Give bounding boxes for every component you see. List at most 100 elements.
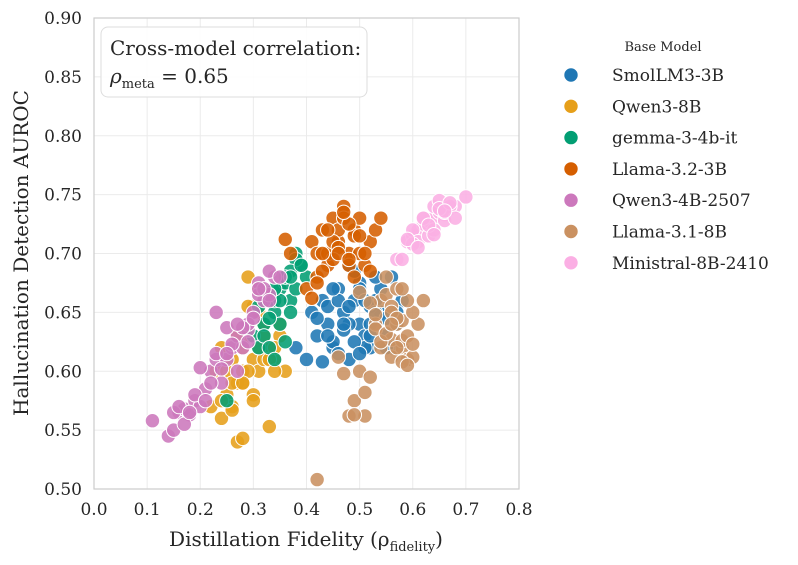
point-qwen3-4b-2507 [245, 310, 262, 326]
legend-marker-qwen3-8b [563, 98, 579, 115]
x-axis-label: Distillation Fidelity (ρfidelity) [169, 527, 443, 555]
point-qwen3-4b-2507 [229, 316, 246, 332]
point-qwen3-8b [213, 410, 230, 427]
point-llama-3-1-8b [309, 471, 325, 488]
y-tick-label: 0.65 [44, 303, 82, 323]
point-qwen3-4b-2507 [229, 363, 246, 379]
point-ministral-8b-2410 [394, 251, 410, 268]
point-llama-3-1-8b [389, 340, 405, 356]
point-llama-3-1-8b [346, 407, 363, 423]
point-llama-3-2-3b [320, 222, 336, 238]
y-tick-label: 0.85 [44, 68, 82, 88]
y-tick-label: 0.60 [44, 362, 82, 382]
point-llama-3-2-3b [277, 231, 293, 248]
point-gemma-3-4b-it [266, 351, 283, 368]
point-llama-3-2-3b [351, 228, 368, 244]
x-tick-labels: 0.0 0.1 0.2 0.3 0.4 0.5 0.6 0.7 0.8 [80, 500, 532, 520]
point-qwen3-4b-2507 [197, 392, 214, 409]
point-llama-3-2-3b [314, 245, 331, 262]
y-tick-label: 0.80 [44, 127, 82, 147]
point-qwen3-8b [245, 392, 262, 409]
point-smollm3-3b [314, 354, 331, 370]
x-tick-label: 0.1 [134, 500, 161, 520]
x-tick-label: 0.7 [452, 500, 479, 520]
point-llama-3-1-8b [330, 349, 347, 365]
point-qwen3-4b-2507 [203, 375, 219, 391]
point-qwen3-8b [261, 418, 278, 435]
annotation-box [100, 26, 368, 98]
y-tick-label: 0.70 [44, 245, 82, 265]
point-smollm3-3b [320, 328, 336, 344]
point-llama-3-2-3b [309, 275, 325, 291]
y-tick-label: 0.55 [44, 421, 82, 441]
legend-title: Base Model [624, 40, 701, 55]
point-llama-3-1-8b [415, 292, 432, 309]
legend-marker-qwen3-4b-2507 [563, 192, 579, 208]
annotation-line2: ρmeta = 0.65 [109, 64, 229, 92]
plot-frame [93, 17, 520, 490]
point-llama-3-1-8b [357, 384, 373, 401]
point-ministral-8b-2410 [458, 189, 474, 205]
point-gemma-3-4b-it [277, 334, 293, 350]
point-smollm3-3b [325, 281, 341, 297]
point-llama-3-1-8b [367, 307, 384, 323]
legend-marker-smollm3-3b [563, 67, 579, 83]
point-llama-3-1-8b [351, 284, 368, 301]
point-ministral-8b-2410 [436, 203, 453, 219]
point-llama-3-1-8b [335, 365, 352, 382]
legend-label-qwen3-8b: Qwen3-8B [612, 97, 701, 117]
data-points [144, 189, 474, 488]
point-llama-3-1-8b [378, 269, 394, 285]
correlation-annotation: Cross-model correlation: ρmeta = 0.65 [100, 26, 368, 98]
legend-marker-gemma-3-4b-it [563, 129, 579, 146]
point-qwen3-4b-2507 [240, 334, 256, 350]
x-axis-label-end: ) [435, 527, 443, 551]
point-gemma-3-4b-it [293, 257, 309, 273]
point-smollm3-3b [298, 351, 315, 368]
x-tick-label: 0.2 [187, 500, 214, 520]
point-llama-3-1-8b [383, 316, 400, 332]
x-axis-label-main: Distillation Fidelity (ρ [169, 527, 390, 551]
point-smollm3-3b [351, 345, 368, 362]
legend-label-qwen3-4b-2507: Qwen3-4B-2507 [612, 191, 751, 211]
legend: Base Model SmolLM3-3B Qwen3-8B gemma-3-4b-… [563, 40, 769, 274]
point-llama-3-2-3b [282, 245, 299, 262]
point-qwen3-4b-2507 [192, 360, 208, 376]
x-tick-label: 0.4 [293, 500, 320, 520]
annotation-value: = 0.65 [155, 64, 229, 88]
point-qwen3-4b-2507 [250, 281, 267, 297]
point-qwen3-4b-2507 [208, 304, 224, 321]
legend-marker-llama-3-2-3b [563, 161, 579, 177]
point-llama-3-2-3b [357, 245, 373, 262]
legend-label-gemma-3-4b-it: gemma-3-4b-it [612, 129, 738, 149]
point-qwen3-4b-2507 [213, 361, 230, 377]
y-tick-label: 0.90 [44, 9, 82, 29]
y-tick-label: 0.50 [44, 480, 82, 500]
legend-label-ministral-8b-2410: Ministral-8B-2410 [612, 254, 769, 274]
annotation-line1: Cross-model correlation: [110, 36, 361, 60]
point-llama-3-1-8b [362, 369, 378, 385]
point-llama-3-1-8b [405, 336, 421, 352]
point-qwen3-4b-2507 [144, 413, 161, 429]
point-llama-3-1-8b [394, 281, 410, 297]
point-qwen3-4b-2507 [272, 269, 288, 285]
point-gemma-3-4b-it [219, 392, 235, 409]
point-llama-3-2-3b [373, 210, 389, 226]
x-tick-label: 0.6 [399, 500, 426, 520]
legend-marker-llama-3-1-8b [563, 223, 579, 240]
y-tick-label: 0.75 [44, 186, 82, 206]
y-axis-label: Hallucination Detection AUROC [9, 90, 33, 416]
x-tick-label: 0.0 [80, 500, 107, 520]
legend-label-smollm3-3b: SmolLM3-3B [612, 66, 724, 86]
legend-label-llama-3-2-3b: Llama-3.2-3B [612, 160, 727, 180]
y-tick-labels: 0.50 0.55 0.60 0.65 0.70 0.75 0.80 0.85 0.90 [44, 9, 82, 500]
point-qwen3-4b-2507 [219, 345, 235, 362]
point-llama-3-1-8b [399, 357, 416, 374]
legend-marker-ministral-8b-2410 [563, 255, 579, 271]
point-ministral-8b-2410 [410, 239, 426, 256]
point-ministral-8b-2410 [447, 210, 463, 226]
annotation-rho: ρ [109, 64, 122, 88]
point-qwen3-4b-2507 [181, 404, 198, 421]
point-llama-3-2-3b [341, 251, 357, 268]
